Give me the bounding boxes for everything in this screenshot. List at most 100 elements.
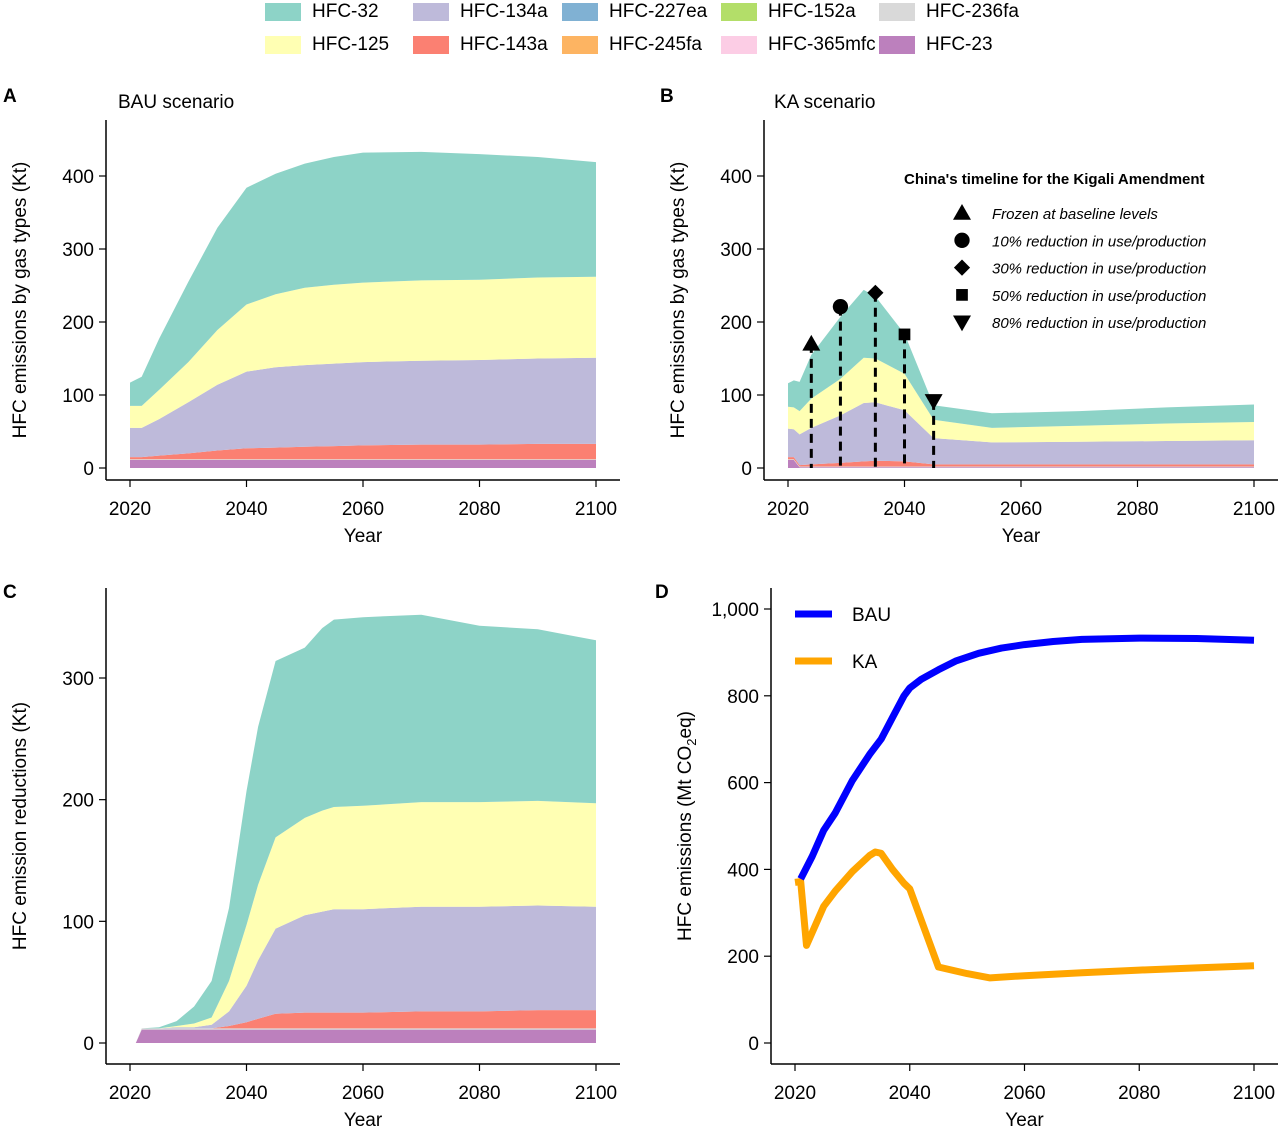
panel-c-areas bbox=[135, 614, 597, 1043]
area-hfc-143a bbox=[130, 443, 596, 460]
legend-label: HFC-23 bbox=[926, 34, 993, 55]
panel-letter: D bbox=[655, 582, 669, 603]
legend-item: HFC-152a bbox=[721, 1, 856, 23]
chart-legend: HFC-32 HFC-134a HFC-227ea HFC-152a HFC-236fa… bbox=[265, 0, 1045, 62]
legend-swatch bbox=[265, 3, 301, 21]
area-hfc-125 bbox=[130, 276, 596, 428]
x-tick-label: 2040 bbox=[883, 499, 925, 520]
square-marker bbox=[898, 328, 911, 341]
x-tick-label: 2020 bbox=[109, 499, 151, 520]
area-hfc-23 bbox=[135, 1029, 597, 1043]
area-hfc-143a bbox=[788, 457, 1254, 467]
x-tick-label: 2020 bbox=[109, 1083, 151, 1104]
legend-swatch bbox=[721, 36, 757, 54]
panel-b-axes: 0 100 200 300 400 2020 2040 2060 2080 2100 Year HFC… bbox=[660, 86, 1278, 547]
legend-swatch bbox=[721, 3, 757, 21]
kigali-legend-label: 10% reduction in use/production bbox=[992, 233, 1206, 250]
circle-marker bbox=[954, 232, 970, 248]
kigali-legend-label: Frozen at baseline levels bbox=[992, 206, 1158, 223]
area-hfc-32 bbox=[130, 151, 596, 406]
diamond-marker bbox=[867, 284, 884, 301]
kigali-markers bbox=[802, 284, 943, 468]
area-hfc-134a bbox=[135, 905, 597, 1043]
area-hfc-32 bbox=[788, 289, 1254, 428]
area-hfc-23 bbox=[130, 460, 596, 468]
panel-letter: A bbox=[3, 86, 17, 107]
y-tick-label: 0 bbox=[748, 1034, 759, 1055]
x-tick-label: 2060 bbox=[1003, 1083, 1045, 1104]
legend-label: HFC-125 bbox=[312, 34, 390, 55]
kigali-legend: China's timeline for the Kigali Amendmen… bbox=[904, 171, 1206, 332]
panel-c-axes: 0 100 200 300 2020 2040 2060 2080 2100 Year HFC em… bbox=[3, 582, 620, 1129]
x-tick-label: 2060 bbox=[342, 499, 384, 520]
panel-letter: C bbox=[3, 582, 17, 603]
legend-item: HFC-143a bbox=[413, 34, 548, 56]
x-tick-label: 2040 bbox=[889, 1083, 931, 1104]
y-tick-label: 200 bbox=[62, 791, 94, 812]
kigali-legend-label: 30% reduction in use/production bbox=[992, 261, 1206, 278]
y-axis-label: HFC emissions by gas types (Kt) bbox=[10, 162, 31, 439]
circle-marker bbox=[832, 299, 849, 315]
x-axis-label: Year bbox=[344, 1110, 383, 1129]
area-hfc-125 bbox=[135, 800, 597, 1043]
legend-swatch bbox=[413, 3, 449, 21]
legend-label: HFC-152a bbox=[768, 1, 856, 22]
y-tick-label: 200 bbox=[727, 947, 759, 968]
panel-d-axes: 0 200 400 600 800 1,000 2020 2040 2060 2080 2100 Ye… bbox=[655, 582, 1278, 1129]
y-axis-label: HFC emissions (Mt CO2eq) bbox=[675, 711, 699, 941]
y-axis-label: HFC emissions by gas types (Kt) bbox=[668, 162, 689, 439]
legend-item: HFC-23 bbox=[879, 34, 993, 56]
legend-item: HFC-365mfc bbox=[721, 34, 876, 56]
y-tick-label: 400 bbox=[62, 167, 94, 188]
triangle-up-marker bbox=[953, 204, 971, 220]
y-tick-label: 100 bbox=[62, 912, 94, 933]
legend-label: HFC-134a bbox=[460, 1, 548, 22]
panel-d-lines bbox=[794, 634, 1255, 982]
kigali-legend-title: China's timeline for the Kigali Amendmen… bbox=[904, 171, 1205, 188]
x-tick-label: 2040 bbox=[225, 499, 267, 520]
x-tick-label: 2100 bbox=[1233, 499, 1275, 520]
x-axis-label: Year bbox=[1005, 1110, 1044, 1129]
panel-letter: B bbox=[660, 86, 674, 107]
square-marker bbox=[956, 289, 968, 301]
x-tick-label: 2100 bbox=[575, 1083, 617, 1104]
x-tick-label: 2060 bbox=[1000, 499, 1042, 520]
legend-swatch bbox=[562, 36, 598, 54]
x-tick-label: 2080 bbox=[1116, 499, 1158, 520]
x-tick-label: 2040 bbox=[225, 1083, 267, 1104]
x-tick-label: 2100 bbox=[1233, 1083, 1275, 1104]
legend-item: HFC-125 bbox=[265, 34, 389, 56]
y-tick-label: 400 bbox=[727, 860, 759, 881]
y-tick-label: 1,000 bbox=[711, 600, 759, 621]
legend-item: HFC-134a bbox=[413, 1, 548, 23]
triangle-down-marker bbox=[953, 315, 971, 332]
x-tick-label: 2080 bbox=[1118, 1083, 1160, 1104]
y-tick-label: 0 bbox=[741, 459, 752, 480]
y-tick-label: 400 bbox=[720, 167, 752, 188]
y-tick-label: 200 bbox=[62, 313, 94, 334]
area-hfc-236fa bbox=[130, 459, 596, 460]
x-tick-label: 2020 bbox=[767, 499, 809, 520]
legend-item: HFC-227ea bbox=[562, 1, 707, 23]
y-tick-label: 0 bbox=[83, 1034, 94, 1055]
legend-label: HFC-32 bbox=[312, 1, 379, 22]
y-tick-label: 300 bbox=[720, 240, 752, 261]
x-axis-label: Year bbox=[1002, 526, 1041, 547]
legend-item: HFC-245fa bbox=[562, 34, 702, 56]
triangle-up-marker bbox=[802, 334, 821, 351]
x-tick-label: 2020 bbox=[774, 1083, 816, 1104]
legend-label: HFC-365mfc bbox=[768, 34, 876, 55]
x-tick-label: 2100 bbox=[575, 499, 617, 520]
legend-label: HFC-236fa bbox=[926, 1, 1019, 22]
legend-label-ka: KA bbox=[852, 652, 878, 673]
triangle-down-marker bbox=[924, 394, 943, 410]
legend-swatch bbox=[879, 3, 915, 21]
x-tick-label: 2080 bbox=[458, 499, 500, 520]
y-tick-label: 600 bbox=[727, 774, 759, 795]
y-tick-label: 200 bbox=[720, 313, 752, 334]
x-tick-label: 2060 bbox=[342, 1083, 384, 1104]
panel-a-areas bbox=[130, 151, 596, 468]
area-hfc-32 bbox=[135, 614, 597, 1043]
panel-a-axes: 0 100 200 300 400 2020 2040 2060 2080 2100 Year HFC… bbox=[3, 86, 620, 547]
area-hfc-125 bbox=[788, 357, 1254, 443]
